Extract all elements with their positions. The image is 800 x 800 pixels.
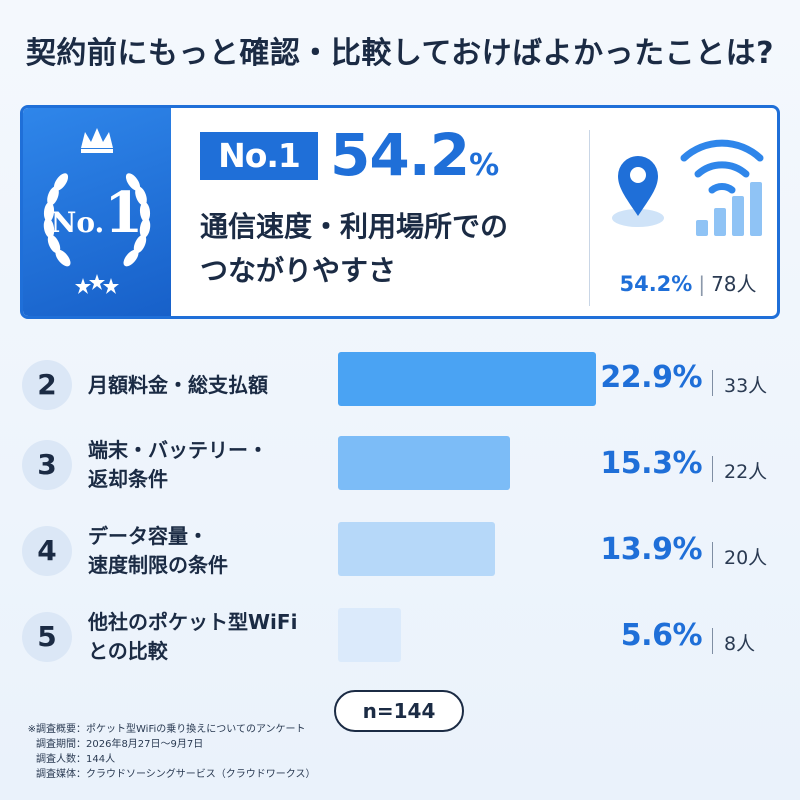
- badge-no1-text: No.1: [50, 180, 144, 246]
- rank1-name: 通信速度・利用場所での つながりやすさ: [200, 210, 509, 287]
- row-count: 33人: [724, 375, 768, 397]
- rank-number: 3: [22, 440, 72, 490]
- bar-rank-5: [338, 608, 401, 662]
- crown-icon: [81, 128, 113, 148]
- rank-badge: No.1: [23, 108, 171, 316]
- bar-rank-2: [338, 352, 596, 406]
- rank-number: 2: [22, 360, 72, 410]
- rank1-stat-count: 78人: [711, 272, 757, 296]
- card-divider: [589, 130, 590, 306]
- laurel-wreath-icon: [43, 128, 151, 294]
- row-label: 他社のポケット型WiFi との比較: [88, 610, 298, 663]
- rank-number: 5: [22, 612, 72, 662]
- sample-size-pill: n=144: [334, 690, 464, 732]
- rank1-stat: 54.2% | 78人: [619, 272, 757, 296]
- row-count: 20人: [724, 547, 768, 569]
- row-separator: [712, 628, 713, 654]
- survey-overview: ※調査概要：ポケット型WiFiの乗り換えについてのアンケート 調査期間：2026…: [14, 722, 316, 782]
- row-percent: 22.9%: [600, 360, 702, 395]
- stars-icon: [75, 274, 119, 294]
- row-percent: 13.9%: [600, 532, 702, 567]
- row-separator: [712, 370, 713, 396]
- survey-row: 調査媒体：クラウドソーシングサービス（クラウドワークス）: [36, 769, 316, 780]
- rank1-stat-percent: 54.2%: [619, 272, 693, 296]
- connectivity-icons: [606, 136, 776, 250]
- row-label: データ容量・ 速度制限の条件: [88, 524, 228, 577]
- survey-row: 調査期間：2026年8月27日〜9月7日: [36, 739, 204, 750]
- rank-number: 4: [22, 526, 72, 576]
- rank1-percent: 54.2%: [330, 121, 499, 189]
- row-separator: [712, 456, 713, 482]
- row-count: 8人: [724, 633, 756, 655]
- row-percent: 15.3%: [600, 446, 702, 481]
- wifi-signal-icon: [680, 139, 764, 194]
- row-label: 月額料金・総支払額: [88, 373, 268, 397]
- rank1-label: No.1: [200, 132, 318, 180]
- map-pin-icon: [612, 156, 664, 227]
- row-percent: 5.6%: [620, 618, 703, 653]
- bar-rank-3: [338, 436, 510, 490]
- row-label: 端末・バッテリー・ 返却条件: [88, 438, 268, 491]
- bar-rank-4: [338, 522, 495, 576]
- row-separator: [712, 542, 713, 568]
- survey-row: ※調査概要：ポケット型WiFiの乗り換えについてのアンケート: [27, 724, 306, 735]
- row-count: 22人: [724, 461, 768, 483]
- survey-row: 調査人数：144人: [36, 754, 116, 765]
- page-title: 契約前にもっと確認・比較しておけばよかったことは?: [25, 36, 775, 71]
